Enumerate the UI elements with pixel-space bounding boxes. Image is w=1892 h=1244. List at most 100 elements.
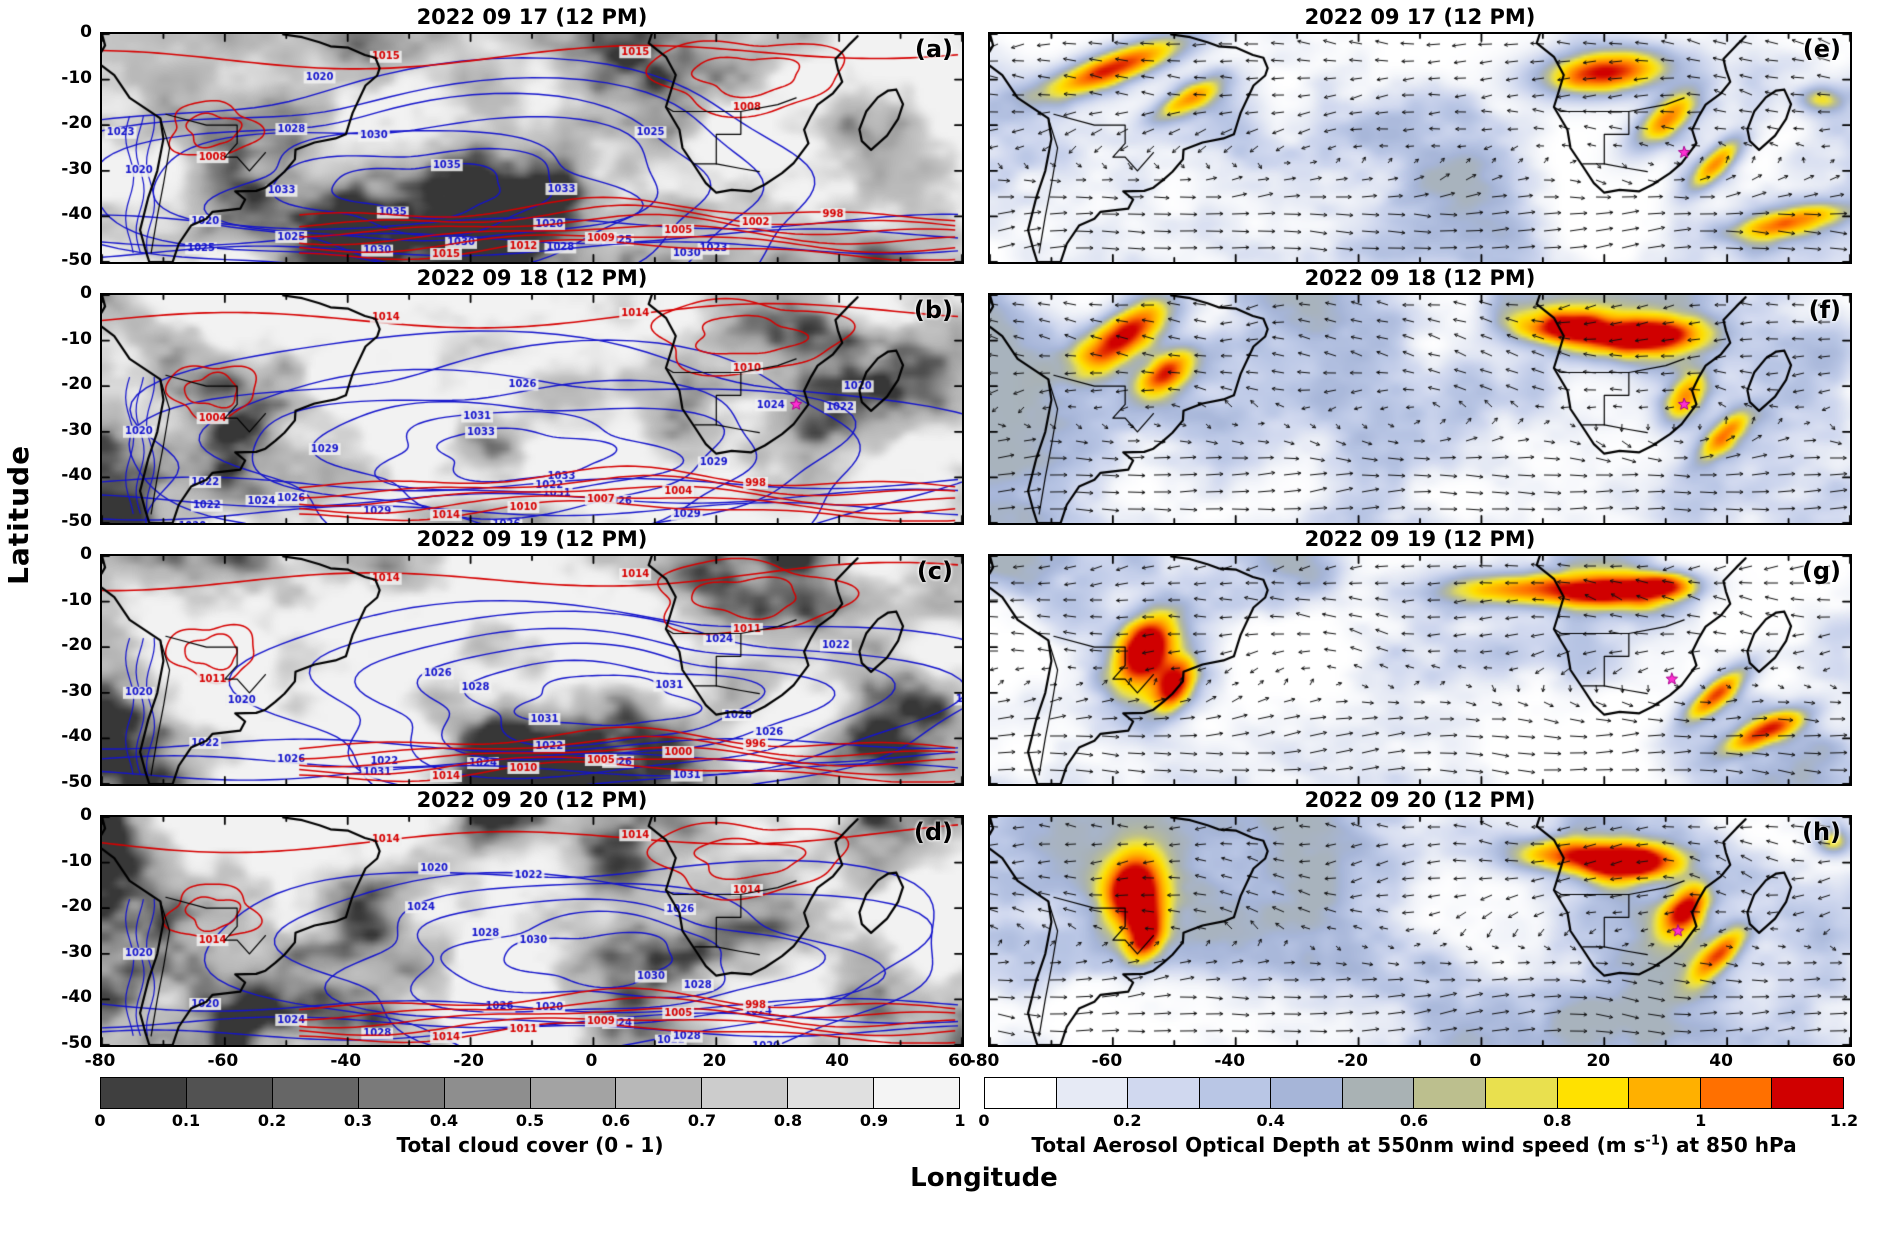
cloud-map-panel-a: (a)	[100, 32, 964, 264]
panel-title-g: 2022 09 19 (12 PM)	[1304, 527, 1536, 551]
cloud-map-panel-b: (b)	[100, 293, 964, 525]
figure-row-2: 0 -10 -20 -30 -40 -50 2022 09 18 (12 PM) (b) …	[8, 266, 1886, 531]
x-tick-label: -20	[1337, 1051, 1368, 1071]
cloud-map-canvas-a	[102, 34, 962, 262]
cloud-colorbar	[100, 1077, 960, 1109]
colorbar-tick-label: 0.2	[1113, 1111, 1142, 1130]
x-tick-label: 20	[1586, 1051, 1611, 1071]
colorbar-tick-label: 0.9	[859, 1111, 889, 1130]
aod-caption-post: ) at 850 hPa	[1659, 1133, 1797, 1157]
y-tick-label: 0	[80, 22, 92, 42]
colorbar-tick-label: 1.2	[1829, 1111, 1859, 1130]
panel-letter-a: (a)	[914, 35, 953, 63]
aod-map-canvas-g	[990, 556, 1850, 784]
x-tick-label: -20	[453, 1051, 484, 1071]
panel-title-b: 2022 09 18 (12 PM)	[416, 266, 648, 290]
x-tick-label: 20	[702, 1051, 727, 1071]
aod-colorbar-tick-labels: 0 0.2 0.4 0.6 0.8 1 1.2	[978, 1109, 1858, 1131]
x-tick-label: -40	[1214, 1051, 1246, 1071]
x-axis-row: -80 -60 -40 -20 0 20 40 60 -80 -60 -40 -20 0 20 40 60	[8, 1050, 1886, 1074]
colorbar-tick-label: 0.2	[257, 1111, 287, 1130]
colorbar-tick-label: 0.1	[171, 1111, 201, 1130]
colorbar-tick-label: 1	[954, 1111, 966, 1130]
figure-row-3: 0 -10 -20 -30 -40 -50 2022 09 19 (12 PM) (c) …	[8, 527, 1886, 792]
colorbar-segment	[358, 1078, 445, 1108]
colorbar-tick-label: 0.7	[687, 1111, 717, 1130]
colorbar-segment	[1486, 1078, 1558, 1108]
x-tick-label: 0	[585, 1051, 598, 1071]
colorbar-segment	[1629, 1078, 1701, 1108]
x-tick-label: 40	[1709, 1051, 1733, 1071]
colorbar-row: 0 0.1 0.2 0.3 0.4 0.5 0.6 0.7 0.8 0.9 1 Total clou…	[8, 1077, 1886, 1157]
panel-letter-d: (d)	[913, 818, 953, 846]
y-axis-tick-labels: 0 -10 -20 -30 -40 -50	[8, 283, 100, 531]
colorbar-segment	[1557, 1078, 1630, 1108]
aod-map-canvas-e	[990, 34, 1850, 262]
y-tick-label: -30	[61, 941, 92, 962]
colorbar-tick-label: 0.8	[773, 1111, 803, 1130]
x-tick-label: -60	[1091, 1051, 1123, 1071]
x-axis-tick-labels-right: -80 -60 -40 -20 0 20 40 60	[969, 1050, 1856, 1074]
colorbar-segment	[702, 1078, 789, 1108]
x-tick-label: 40	[825, 1051, 849, 1071]
colorbar-segment	[616, 1078, 703, 1108]
colorbar-segment	[788, 1078, 875, 1108]
aod-caption-sup: -1	[1645, 1133, 1660, 1149]
y-tick-label: -30	[61, 158, 92, 179]
aod-map-panel-e: (e)	[988, 32, 1852, 264]
colorbar-segment	[186, 1078, 273, 1108]
y-tick-label: 0	[80, 805, 92, 825]
aod-colorbar	[984, 1077, 1844, 1109]
colorbar-segment	[101, 1078, 187, 1108]
y-tick-label: -50	[61, 511, 92, 531]
x-tick-label: -40	[330, 1051, 362, 1071]
aod-caption-pre: Total Aerosol Optical Depth at 550nm win…	[1031, 1133, 1646, 1157]
colorbar-tick-label: 0.6	[601, 1111, 631, 1130]
panel-letter-h: (h)	[1801, 818, 1841, 846]
colorbar-tick-label: 1	[1695, 1111, 1707, 1130]
x-tick-label: -60	[207, 1051, 239, 1071]
figure-row-4: 0 -10 -20 -30 -40 -50 2022 09 20 (12 PM) (d) …	[8, 788, 1886, 1053]
y-axis-tick-labels: 0 -10 -20 -30 -40 -50	[8, 805, 100, 1053]
colorbar-segment	[1414, 1078, 1487, 1108]
y-tick-label: 0	[80, 283, 92, 303]
colorbar-tick-label: 0.4	[1256, 1111, 1285, 1130]
colorbar-segment	[1199, 1078, 1272, 1108]
figure-row-1: 0 -10 -20 -30 -40 -50 2022 09 17 (12 PM) (a) …	[8, 6, 1886, 270]
y-tick-label: -30	[61, 419, 92, 440]
cloud-map-canvas-c	[102, 556, 962, 784]
colorbar-tick-label: 0.3	[343, 1111, 373, 1130]
panel-title-h: 2022 09 20 (12 PM)	[1304, 788, 1536, 812]
y-tick-label: -40	[61, 465, 92, 486]
x-axis-tick-labels-left: -80 -60 -40 -20 0 20 40 60	[85, 1050, 972, 1074]
cloud-map-panel-d: (d)	[100, 815, 964, 1047]
y-tick-label: -10	[61, 328, 92, 349]
colorbar-segment	[874, 1078, 960, 1108]
aod-colorbar-caption: Total Aerosol Optical Depth at 550nm win…	[984, 1133, 1844, 1157]
y-tick-label: -50	[61, 772, 92, 792]
colorbar-tick-label: 0	[94, 1111, 106, 1130]
y-tick-label: -10	[61, 850, 92, 871]
panel-letter-g: (g)	[1801, 557, 1841, 585]
cloud-map-panel-c: (c)	[100, 554, 964, 786]
cloud-map-canvas-d	[102, 817, 962, 1045]
colorbar-segment	[1700, 1078, 1773, 1108]
y-tick-label: -50	[61, 1033, 92, 1053]
panel-letter-e: (e)	[1802, 35, 1841, 63]
colorbar-tick-label: 0.5	[515, 1111, 545, 1130]
x-tick-label: 60	[948, 1051, 972, 1071]
colorbar-segment	[1271, 1078, 1343, 1108]
aod-map-panel-g: (g)	[988, 554, 1852, 786]
aod-map-panel-f: (f)	[988, 293, 1852, 525]
colorbar-tick-label: 0.6	[1399, 1111, 1429, 1130]
cloud-map-canvas-b	[102, 295, 962, 523]
colorbar-segment	[1342, 1078, 1415, 1108]
y-tick-label: -40	[61, 726, 92, 747]
y-tick-label: -10	[61, 67, 92, 88]
y-tick-label: -20	[61, 113, 92, 134]
x-tick-label: 60	[1832, 1051, 1856, 1071]
colorbar-segment	[530, 1078, 617, 1108]
y-tick-label: 0	[80, 544, 92, 564]
aod-map-canvas-h	[990, 817, 1850, 1045]
y-tick-label: -20	[61, 374, 92, 395]
